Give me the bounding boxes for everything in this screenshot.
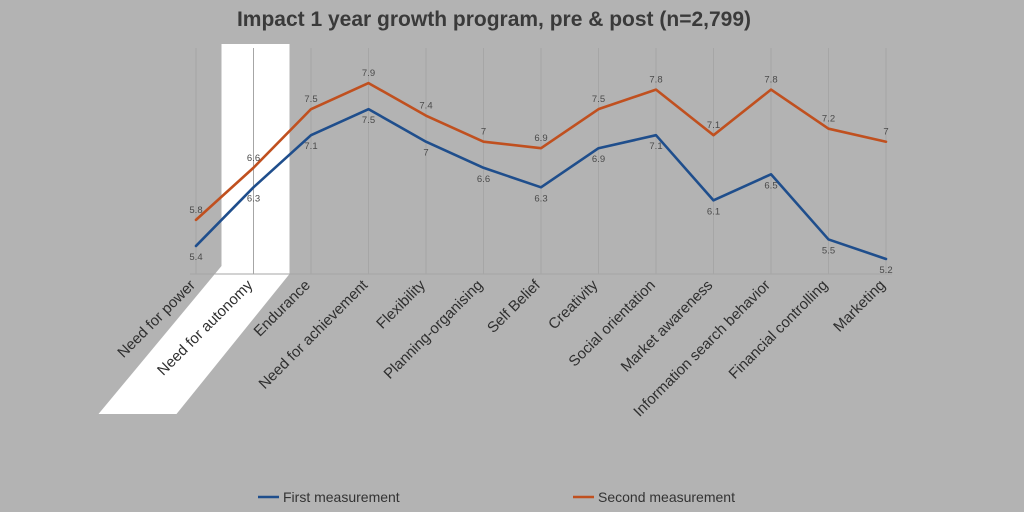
data-label: 7.5: [304, 94, 317, 105]
data-label: 6.3: [247, 193, 260, 204]
data-label: 7.8: [764, 75, 777, 86]
highlight-band: [98, 44, 290, 414]
data-label: 7.5: [592, 94, 605, 105]
legend-label: Second measurement: [598, 489, 735, 505]
data-label: 6.9: [592, 154, 605, 165]
data-label: 7.5: [362, 115, 375, 126]
data-label: 7.1: [649, 141, 662, 152]
series-line-second: [194, 81, 888, 222]
series-line-first: [194, 107, 888, 261]
data-label: 7.9: [362, 68, 375, 79]
data-label: 5.2: [879, 265, 892, 276]
data-label: 5.4: [189, 252, 202, 263]
data-label: 6.9: [534, 133, 547, 144]
data-label: 5.5: [822, 245, 835, 256]
x-tick-label: Planning-organising: [381, 277, 487, 383]
data-label: 6.3: [534, 193, 547, 204]
data-label: 7: [883, 127, 888, 138]
data-label: 7.2: [822, 114, 835, 125]
x-tick-label: Self Belief: [484, 276, 544, 336]
data-label: 6.5: [764, 180, 777, 191]
data-label: 7.8: [649, 75, 662, 86]
x-tick-label: Flexibility: [373, 276, 429, 332]
data-label: 5.8: [189, 205, 202, 216]
data-label: 7.1: [707, 120, 720, 131]
data-label: 6.6: [247, 153, 260, 164]
x-tick-label: Marketing: [830, 277, 889, 336]
legend-label: First measurement: [283, 489, 400, 505]
data-label: 7: [481, 127, 486, 138]
data-label: 7.4: [419, 101, 432, 112]
data-label: 7: [423, 148, 428, 159]
x-tick-label: Creativity: [545, 276, 602, 333]
chart-title: Impact 1 year growth program, pre & post…: [237, 8, 751, 31]
data-label: 6.6: [477, 174, 490, 185]
x-tick-label: Financial controlling: [726, 277, 832, 383]
data-label: 7.1: [304, 141, 317, 152]
data-label: 6.1: [707, 206, 720, 217]
